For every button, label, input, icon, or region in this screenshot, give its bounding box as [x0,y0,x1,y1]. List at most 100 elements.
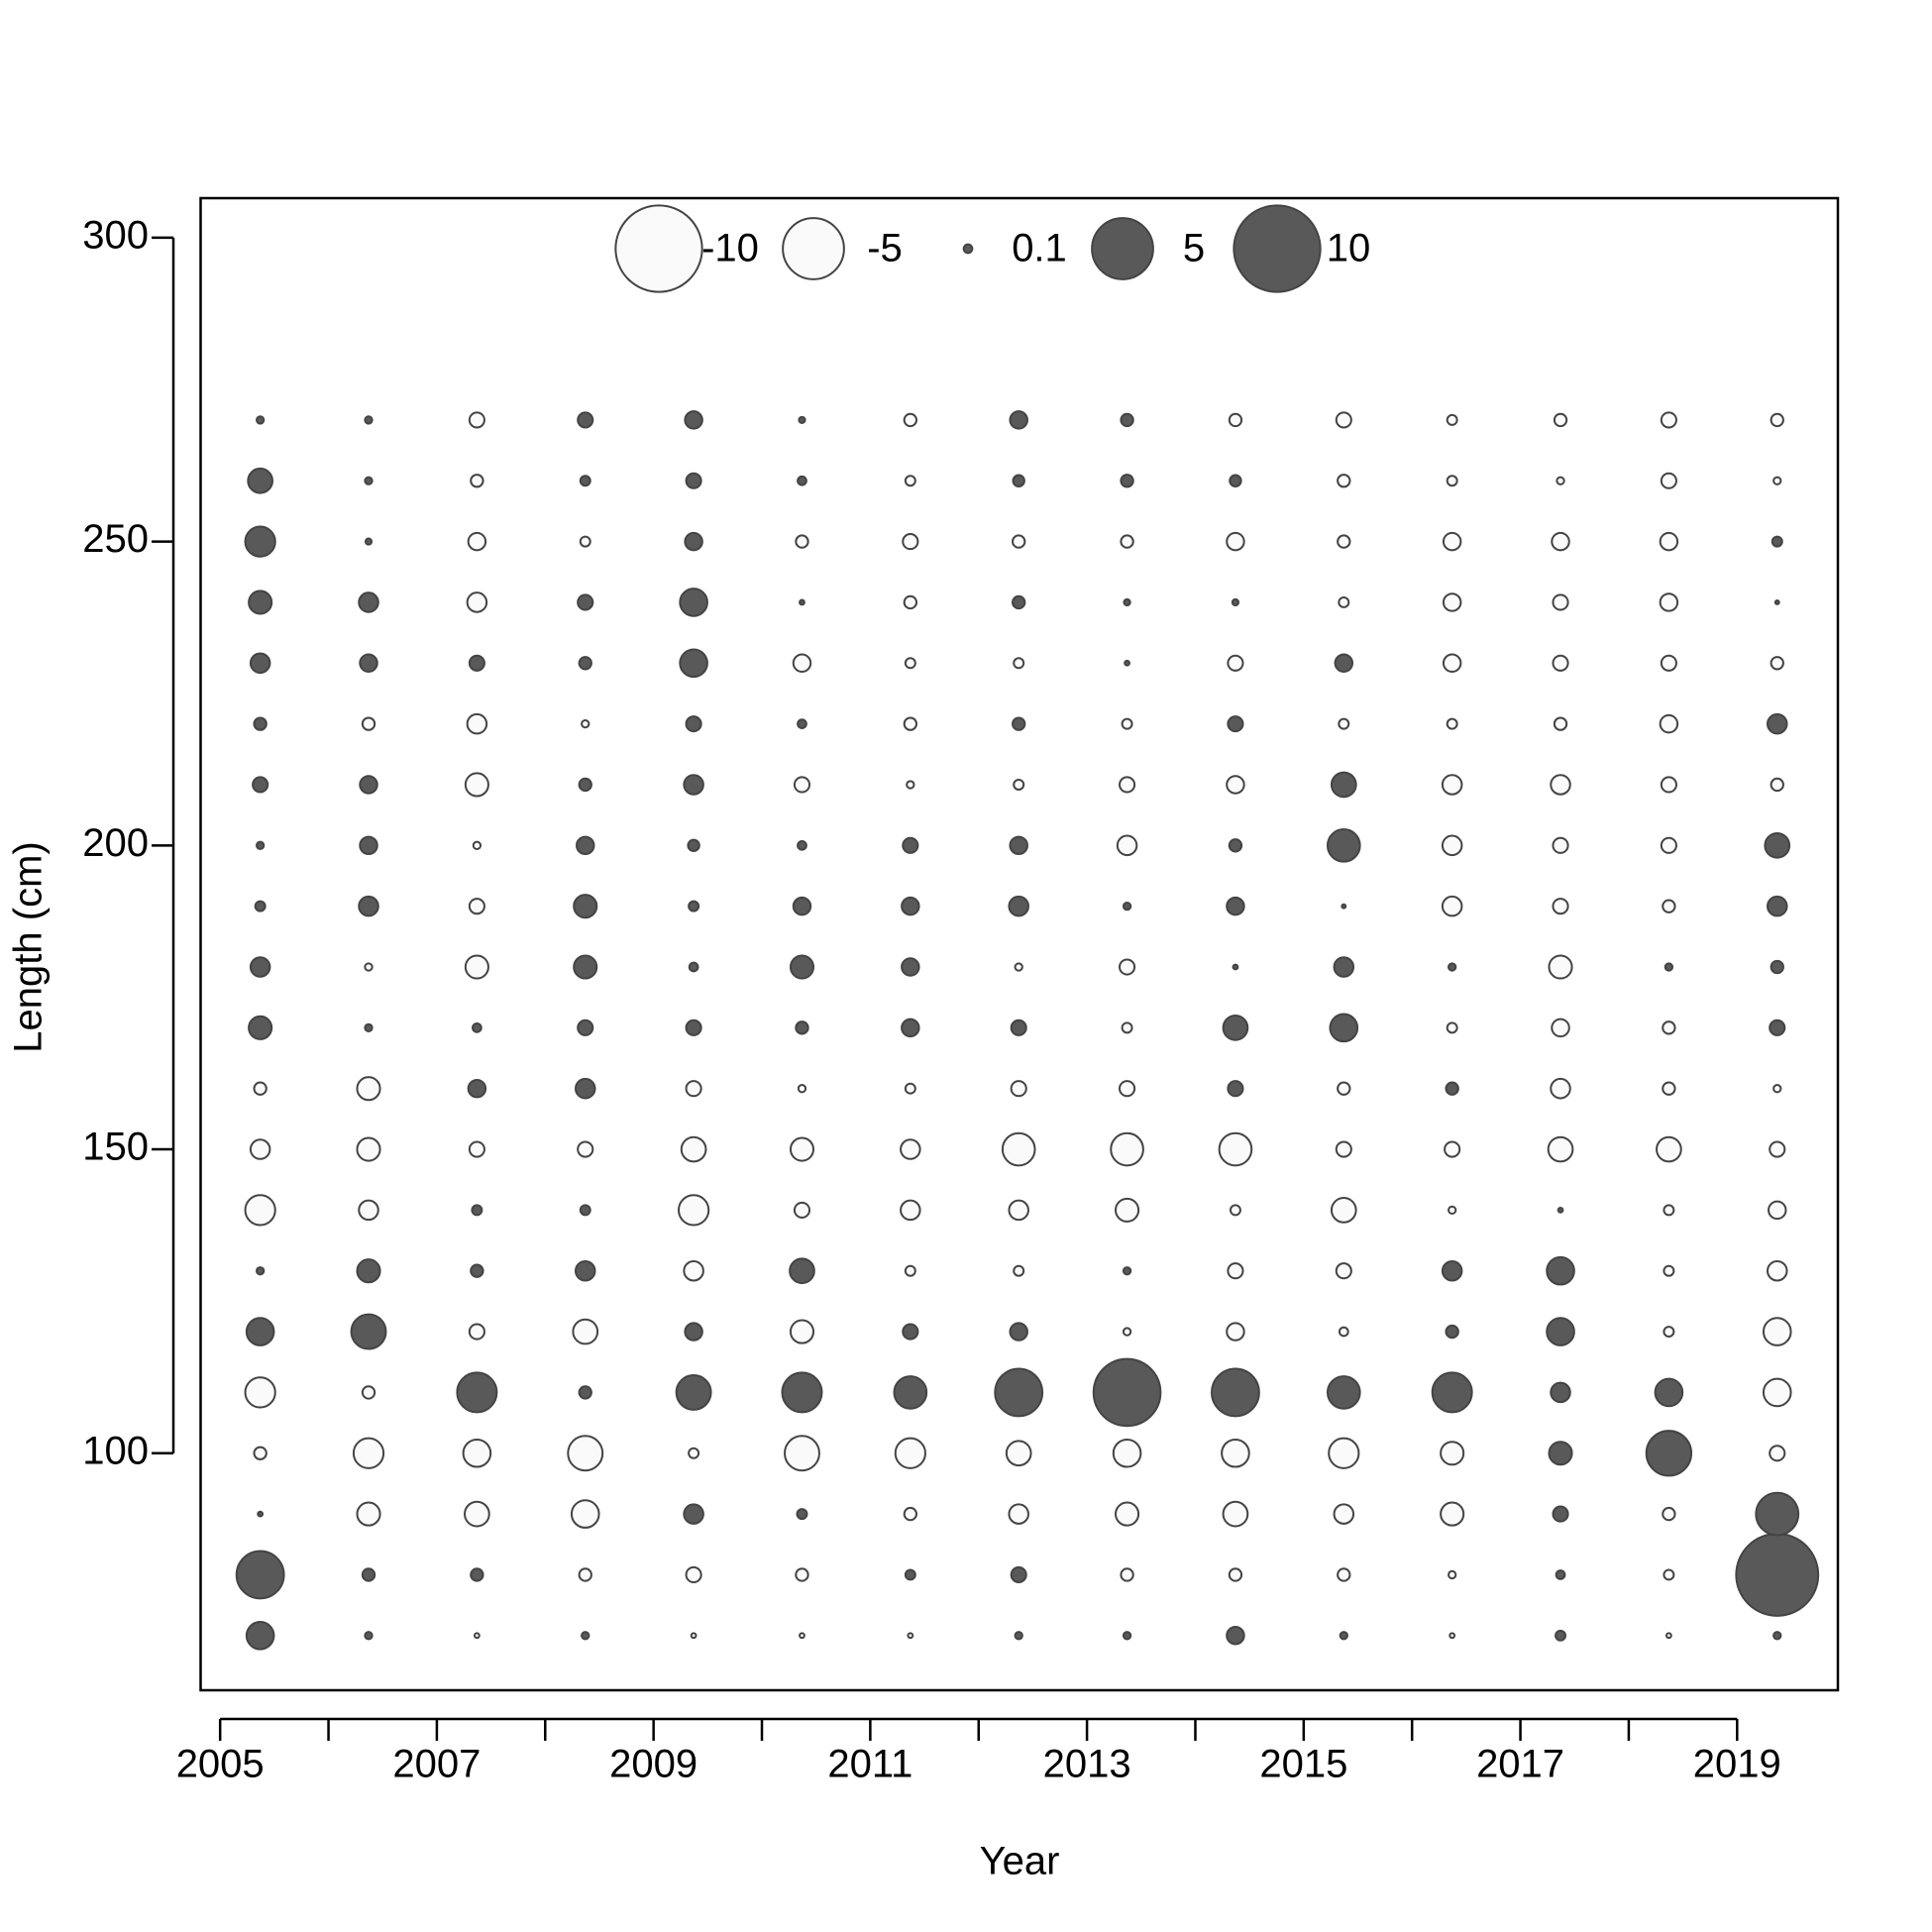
bubble [462,1438,492,1468]
bubble [356,1501,381,1527]
bubble [789,1319,815,1344]
bubble [467,531,487,552]
bubble [576,835,595,856]
bubble [679,648,708,679]
bubble [1660,836,1677,854]
bubble [792,653,812,674]
bubble [685,1080,702,1098]
bubble [901,957,920,977]
legend-label: -10 [701,227,759,270]
bubble [1448,1205,1457,1216]
bubble [358,591,379,613]
bubble [795,1020,809,1035]
bubble [1119,776,1136,794]
bubble [249,1138,271,1160]
bubble [1755,1491,1800,1537]
y-tick-label: 250 [82,517,149,561]
bubble [679,588,708,617]
bubble [470,1567,484,1582]
bubble [1659,531,1679,552]
bubble [1548,954,1573,980]
bubble [456,1371,498,1414]
bubble [1122,902,1132,912]
bubble [255,840,266,850]
bubble [356,1258,381,1284]
bubble [1227,1080,1244,1098]
bubble [255,1266,266,1276]
bubble [797,1084,807,1094]
bubble [1329,1013,1359,1043]
bubble [994,1367,1044,1418]
bubble [677,1194,710,1227]
bubble [1659,713,1679,734]
x-tick-label: 2011 [827,1743,912,1786]
bubble [1211,1367,1260,1418]
bubble [1122,1327,1132,1337]
y-tick-label: 200 [82,821,149,865]
bubble [364,1631,374,1641]
bubble [1444,1140,1461,1158]
bubble [789,1257,815,1285]
bubble [1665,1632,1672,1640]
bubble [249,652,271,675]
bubble [1119,958,1136,976]
y-tick-label: 300 [82,213,149,257]
bubble [1448,1569,1457,1580]
bubble [1115,1501,1140,1527]
legend-bubble [962,243,974,255]
bubble [795,1567,809,1582]
bubble [1551,531,1570,552]
bubble [1123,597,1131,607]
bubble [1227,715,1244,733]
bubble [1338,1326,1349,1338]
bubble [358,1199,379,1222]
bubble [1446,475,1458,487]
bubble [789,1136,815,1162]
bubble [1555,1569,1566,1580]
x-tick-label: 2005 [176,1743,265,1786]
bubble [903,594,918,610]
bubble [1012,716,1026,731]
bubble [685,1565,702,1584]
x-tick-label: 2019 [1693,1743,1781,1786]
bubble [253,716,268,731]
bubble [1333,1503,1355,1525]
legend-bubble [1091,217,1154,280]
bubble [1226,775,1245,795]
bubble [797,839,807,851]
bubble [688,900,700,912]
bubble [1769,1445,1786,1462]
bubble [907,1632,914,1640]
bubble [1550,1381,1571,1404]
bubble [1222,1500,1249,1528]
bubble [359,653,378,674]
bubble [1552,593,1569,611]
bubble [244,1194,276,1227]
bubble [1222,1015,1249,1041]
bubble [247,467,273,494]
bubble [473,1632,481,1640]
bubble [902,533,919,551]
bubble [350,1313,387,1350]
bubble [1766,712,1788,735]
bubble [1441,895,1463,917]
bubble [901,1018,920,1038]
bubble [685,472,702,489]
bubble [356,1136,381,1162]
bubble [253,1446,268,1460]
bubble [797,718,807,729]
bubble [1553,412,1568,428]
x-tick-label: 2009 [609,1743,698,1786]
bubble [1441,834,1463,857]
bubble [1226,1626,1245,1646]
bubble [1440,1501,1465,1527]
bubble [567,1435,604,1472]
bubble [795,534,809,549]
bubble [1326,1375,1361,1410]
bubble [248,590,273,615]
bubble [1120,1567,1134,1582]
bubble [688,1447,700,1459]
bubble [1449,1632,1456,1640]
bubble [1770,412,1784,428]
bubble [894,1437,926,1469]
